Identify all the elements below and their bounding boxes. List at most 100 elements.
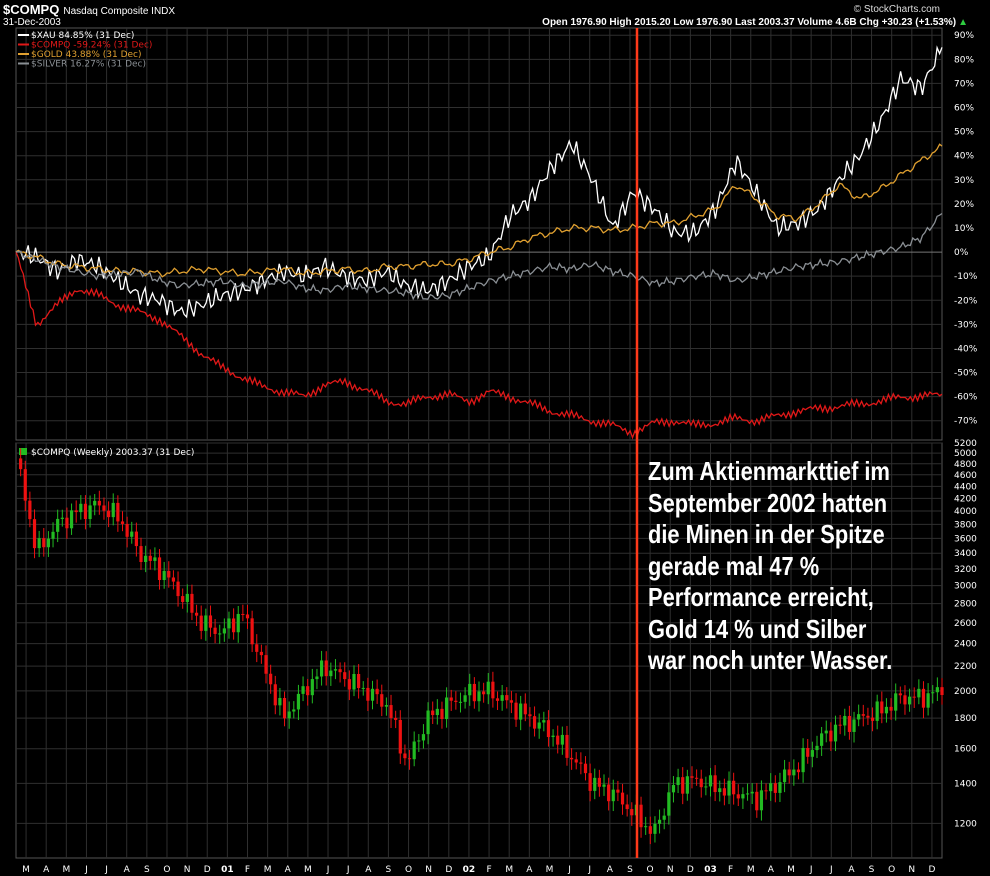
y-tick-label: -30%	[954, 320, 978, 330]
candle-body	[218, 633, 222, 635]
price-panel: $COMPQ (Weekly) 2003.37 (31 Dec)	[19, 448, 944, 845]
candle-body	[912, 696, 916, 698]
candle-body	[551, 735, 555, 738]
y-tick-label: 70%	[954, 79, 974, 89]
brand-logo: © StockCharts.com	[853, 4, 940, 15]
x-tick-label: J	[346, 865, 350, 875]
candle-body	[56, 518, 60, 532]
candle-body	[537, 722, 541, 729]
y-tick-label: 4400	[954, 482, 977, 492]
candle-body	[255, 644, 259, 652]
candle-body	[685, 776, 689, 794]
candle-body	[176, 581, 180, 597]
candle-body	[278, 698, 282, 706]
y-tick-label: 1400	[954, 779, 977, 789]
candle-body	[607, 784, 611, 802]
candle-body	[83, 503, 88, 520]
x-tick-label: M	[264, 865, 272, 875]
candle-body	[556, 735, 560, 745]
x-tick-label: A	[124, 865, 131, 875]
candle-body	[810, 750, 814, 757]
y-tick-label: 1800	[954, 714, 977, 724]
candle-body	[620, 792, 625, 805]
series-line	[15, 143, 943, 278]
candle-body	[245, 614, 250, 619]
candle-body	[907, 696, 912, 705]
candle-body	[208, 615, 213, 628]
candle-body	[190, 593, 194, 613]
candle-body	[574, 759, 578, 763]
candle-body	[630, 809, 634, 816]
legend-label: $GOLD 43.88% (31 Dec)	[31, 50, 142, 60]
candle-body	[940, 687, 944, 696]
x-tick-label: O	[405, 865, 412, 875]
candle-body	[181, 596, 185, 602]
x-tick-label: M	[546, 865, 554, 875]
annotation-line: gerade mal 47 %	[648, 550, 820, 581]
x-tick-label: J	[567, 865, 571, 875]
x-tick-label: M	[62, 865, 70, 875]
candle-body	[532, 716, 537, 729]
candle-body	[65, 517, 69, 529]
symbol-name: Nasdaq Composite INDX	[63, 6, 176, 17]
candle-body	[162, 570, 166, 580]
y-tick-label: 4600	[954, 471, 977, 481]
candle-body	[417, 740, 421, 742]
candle-body	[727, 780, 731, 796]
y-tick-label: -50%	[954, 369, 978, 379]
candle-body	[130, 531, 134, 537]
candle-body	[570, 757, 574, 760]
candle-body	[310, 679, 314, 696]
candle-body	[528, 714, 532, 717]
candle-body	[921, 688, 926, 708]
candle-body	[750, 791, 754, 794]
candle-body	[820, 733, 824, 746]
symbol-text: $COMPQ	[3, 2, 60, 17]
y-tick-label: -10%	[954, 272, 978, 282]
candle-body	[287, 711, 291, 719]
x-tick-label: M	[747, 865, 755, 875]
candle-body	[843, 715, 847, 726]
candle-body	[880, 701, 884, 714]
y-tick-label: 40%	[954, 152, 974, 162]
candle-body	[144, 555, 148, 562]
candle-body	[824, 730, 828, 734]
candle-body	[102, 505, 106, 511]
y-tick-label: 2600	[954, 619, 977, 629]
candle-body	[495, 698, 500, 701]
x-tick-label: N	[667, 865, 674, 875]
candle-body	[639, 804, 643, 828]
x-tick-label: F	[245, 865, 250, 875]
x-tick-label: A	[848, 865, 855, 875]
candle-body	[421, 734, 426, 741]
candle-body	[19, 458, 23, 470]
candle-body	[542, 720, 546, 723]
candle-body	[884, 706, 889, 714]
candle-body	[338, 669, 342, 673]
candle-body	[671, 785, 676, 793]
candle-body	[250, 618, 254, 645]
candle-body	[227, 618, 231, 629]
candle-body	[88, 505, 92, 520]
candle-body	[583, 763, 588, 774]
legend: $XAU 84.85% (31 Dec)$COMPQ -59.24% (31 D…	[18, 31, 152, 70]
candle-body	[866, 715, 870, 718]
x-tick-label: A	[365, 865, 372, 875]
candle-body	[699, 778, 703, 788]
candle-body	[616, 789, 620, 793]
y-tick-label: 2400	[954, 640, 977, 650]
x-tick-label: O	[888, 865, 895, 875]
x-tick-label: M	[22, 865, 30, 875]
quote-bar: Open 1976.90 High 2015.20 Low 1976.90 La…	[542, 17, 968, 28]
candle-body	[148, 555, 152, 561]
y-tick-label: 20%	[954, 200, 974, 210]
candle-body	[644, 826, 648, 828]
candle-body	[861, 714, 865, 716]
candle-body	[745, 793, 750, 795]
candle-body	[875, 701, 879, 721]
candle-body	[736, 794, 740, 799]
x-tick-label: J	[809, 865, 813, 875]
candle-body	[667, 792, 671, 816]
candle-body	[329, 670, 333, 677]
x-tick-label: 02	[463, 865, 476, 875]
